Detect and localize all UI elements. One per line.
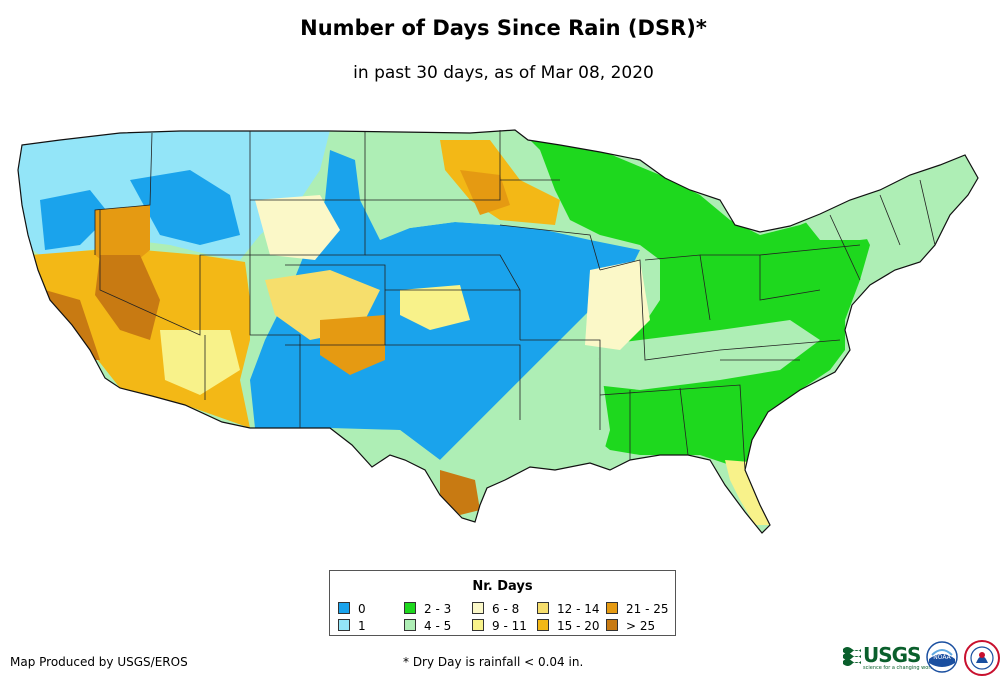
legend-label: 15 - 20 bbox=[557, 619, 600, 633]
legend-item-6: 12 - 14 bbox=[537, 602, 600, 616]
region-gt25-nevada bbox=[95, 255, 160, 340]
legend-item-3: 4 - 5 bbox=[404, 619, 451, 633]
dry-day-footnote: * Dry Day is rainfall < 0.04 in. bbox=[403, 655, 584, 669]
legend-swatch bbox=[537, 602, 549, 614]
region-4-5-texas bbox=[330, 340, 610, 505]
noaa-logo: NOAA bbox=[926, 641, 958, 673]
legend-label: 9 - 11 bbox=[492, 619, 527, 633]
legend-swatch bbox=[338, 602, 350, 614]
nws-logo bbox=[964, 640, 1000, 676]
legend-item-4: 6 - 8 bbox=[472, 602, 519, 616]
legend-label: 1 bbox=[358, 619, 366, 633]
legend-swatch bbox=[537, 619, 549, 631]
legend-swatch bbox=[606, 602, 618, 614]
region-0-oregon bbox=[40, 190, 110, 250]
legend-item-0: 0 bbox=[338, 602, 366, 616]
map-title: Number of Days Since Rain (DSR)* bbox=[300, 16, 707, 40]
legend-swatch bbox=[472, 619, 484, 631]
legend-label: 0 bbox=[358, 602, 366, 616]
legend-swatch bbox=[338, 619, 350, 631]
legend-item-8: 21 - 25 bbox=[606, 602, 669, 616]
region-6-8-illinois bbox=[585, 260, 650, 350]
legend: Nr. Days 0 1 2 - 3 4 - 5 6 - 8 9 - 11 12… bbox=[329, 570, 676, 636]
legend-item-7: 15 - 20 bbox=[537, 619, 600, 633]
legend-swatch bbox=[606, 619, 618, 631]
us-dsr-map bbox=[17, 129, 979, 534]
legend-item-9: > 25 bbox=[606, 619, 655, 633]
legend-item-2: 2 - 3 bbox=[404, 602, 451, 616]
usgs-wave-icon bbox=[843, 647, 861, 666]
region-0-idaho bbox=[130, 170, 240, 245]
legend-label: 21 - 25 bbox=[626, 602, 669, 616]
region-4-5-tennessee bbox=[595, 320, 820, 390]
legend-swatch bbox=[404, 619, 416, 631]
legend-item-5: 9 - 11 bbox=[472, 619, 527, 633]
state-boundaries bbox=[17, 129, 979, 534]
map-credit: Map Produced by USGS/EROS bbox=[10, 655, 188, 669]
legend-label: > 25 bbox=[626, 619, 656, 633]
legend-label: 2 - 3 bbox=[424, 602, 452, 616]
region-9-11-kansas bbox=[400, 285, 470, 330]
noaa-wordmark: NOAA bbox=[933, 654, 951, 661]
usgs-wordmark: USGS bbox=[863, 643, 921, 667]
legend-title: Nr. Days bbox=[472, 579, 533, 594]
region-21-25-southdakota bbox=[460, 170, 510, 215]
usgs-tagline: science for a changing world bbox=[863, 665, 935, 671]
legend-swatch bbox=[472, 602, 484, 614]
region-9-11-arizona bbox=[160, 330, 240, 395]
legend-label: 4 - 5 bbox=[424, 619, 452, 633]
legend-item-1: 1 bbox=[338, 619, 366, 633]
legend-label: 12 - 14 bbox=[557, 602, 600, 616]
legend-swatch bbox=[404, 602, 416, 614]
region-6-8-wyoming bbox=[255, 195, 340, 260]
legend-label: 6 - 8 bbox=[492, 602, 520, 616]
map-subtitle: in past 30 days, as of Mar 08, 2020 bbox=[353, 63, 654, 83]
usgs-logo: USGS science for a changing world bbox=[843, 643, 935, 673]
region-4-5-northeast bbox=[800, 160, 975, 240]
region-gt25-southtexas bbox=[440, 470, 480, 515]
region-9-11-florida bbox=[725, 460, 770, 525]
